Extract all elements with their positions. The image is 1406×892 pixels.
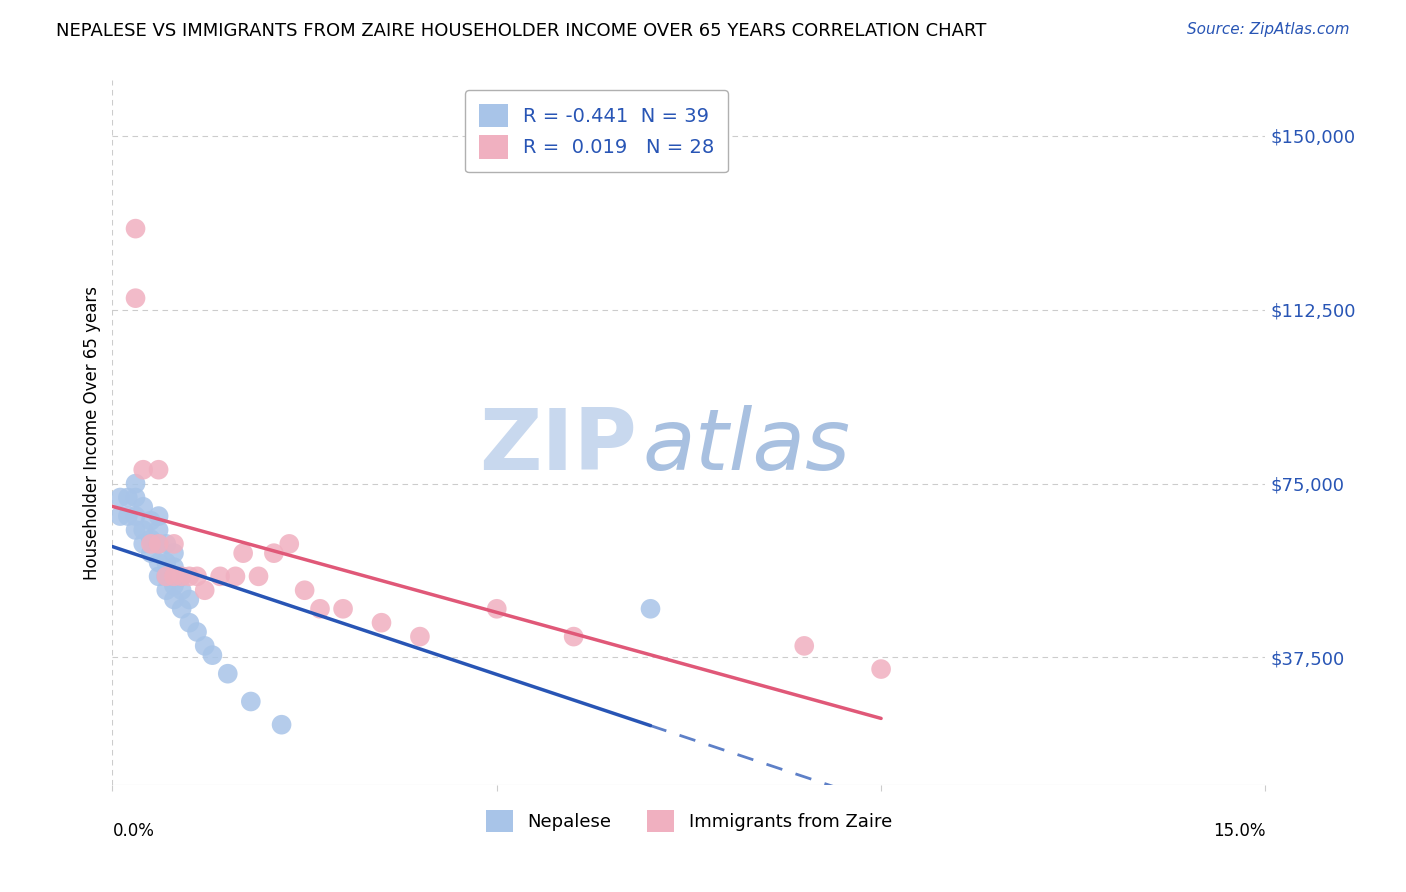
Point <box>163 592 186 607</box>
Point <box>239 694 262 708</box>
Point <box>201 648 224 662</box>
Point <box>124 523 146 537</box>
Text: Source: ZipAtlas.com: Source: ZipAtlas.com <box>1187 22 1350 37</box>
Point <box>179 569 201 583</box>
Point <box>332 601 354 615</box>
Point <box>148 569 170 583</box>
Point <box>117 509 139 524</box>
Point <box>139 514 162 528</box>
Point <box>170 569 193 583</box>
Point <box>132 500 155 514</box>
Point <box>232 546 254 560</box>
Point <box>163 569 186 583</box>
Point <box>640 601 662 615</box>
Point <box>163 546 186 560</box>
Point <box>139 546 162 560</box>
Point <box>148 523 170 537</box>
Point <box>485 601 508 615</box>
Point <box>155 537 177 551</box>
Point <box>163 579 186 593</box>
Point <box>409 630 432 644</box>
Point <box>155 556 177 570</box>
Point <box>124 221 146 235</box>
Point <box>170 601 193 615</box>
Point <box>194 583 217 598</box>
Point <box>155 569 177 583</box>
Point <box>179 615 201 630</box>
Point <box>209 569 232 583</box>
Point <box>163 537 186 551</box>
Point <box>124 491 146 505</box>
Point <box>170 569 193 583</box>
Point <box>217 666 239 681</box>
Point <box>793 639 815 653</box>
Point <box>163 560 186 574</box>
Point <box>155 583 177 598</box>
Point <box>148 509 170 524</box>
Point <box>139 533 162 547</box>
Point <box>278 537 301 551</box>
Point <box>148 537 170 551</box>
Point <box>294 583 316 598</box>
Point <box>224 569 246 583</box>
Text: 0.0%: 0.0% <box>112 822 155 840</box>
Text: 15.0%: 15.0% <box>1213 822 1265 840</box>
Point <box>108 509 131 524</box>
Point <box>247 569 270 583</box>
Point <box>108 491 131 505</box>
Point <box>139 537 162 551</box>
Point <box>186 624 208 639</box>
Point <box>132 523 155 537</box>
Point <box>263 546 285 560</box>
Point <box>270 717 292 731</box>
Point <box>155 569 177 583</box>
Legend: R = -0.441  N = 39, R =  0.019   N = 28: R = -0.441 N = 39, R = 0.019 N = 28 <box>465 90 728 172</box>
Point <box>309 601 332 615</box>
Point <box>148 556 170 570</box>
Point <box>870 662 893 676</box>
Point <box>562 630 585 644</box>
Point <box>179 592 201 607</box>
Point <box>170 583 193 598</box>
Point <box>194 639 217 653</box>
Text: atlas: atlas <box>643 405 851 488</box>
Point <box>124 291 146 305</box>
Point <box>148 537 170 551</box>
Point <box>117 491 139 505</box>
Text: NEPALESE VS IMMIGRANTS FROM ZAIRE HOUSEHOLDER INCOME OVER 65 YEARS CORRELATION C: NEPALESE VS IMMIGRANTS FROM ZAIRE HOUSEH… <box>56 22 987 40</box>
Point <box>124 476 146 491</box>
Point <box>132 537 155 551</box>
Point <box>132 463 155 477</box>
Point <box>148 463 170 477</box>
Point <box>370 615 392 630</box>
Point <box>186 569 208 583</box>
Y-axis label: Householder Income Over 65 years: Householder Income Over 65 years <box>83 285 101 580</box>
Text: ZIP: ZIP <box>479 405 637 488</box>
Point <box>124 509 146 524</box>
